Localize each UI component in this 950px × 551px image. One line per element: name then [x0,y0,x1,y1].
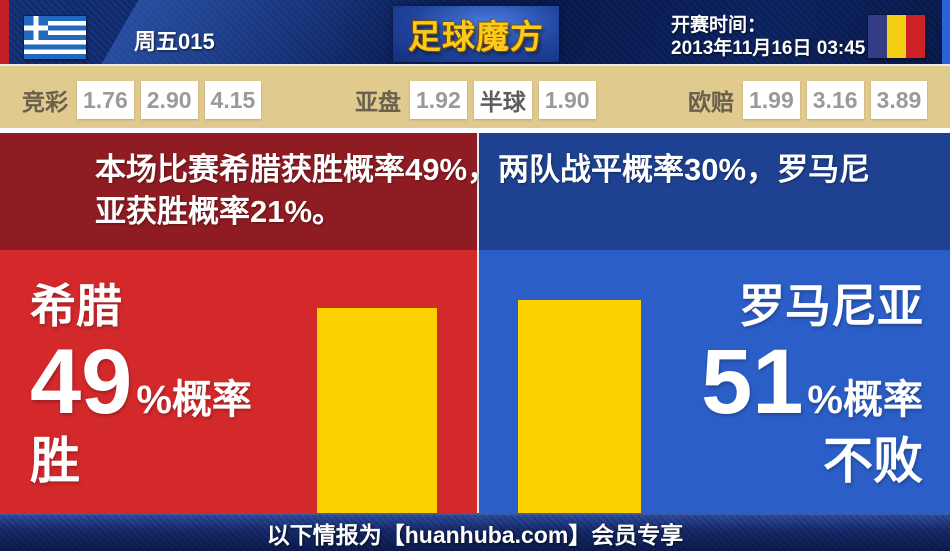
header-bar: 周五015 足球魔方 开赛时间： 2013年11月16日 03:45 [0,0,950,64]
jingcai-home-odds: 1.76 [77,81,134,119]
panel-divider [477,133,479,513]
yapan-handicap: 半球 [473,81,532,119]
site-logo: 足球魔方 [393,6,559,62]
away-team-block: 罗马尼亚 51 %概率 不败 [701,281,923,489]
away-percent-value: 51 [701,331,804,433]
match-number-label: 周五015 [134,29,215,54]
site-logo-text: 足球魔方 [408,18,544,55]
jingcai-away-odds: 4.15 [204,81,262,119]
yapan-home-odds: 1.92 [410,81,467,119]
home-percent-value: 49 [30,331,133,433]
greece-flag-icon [24,16,86,59]
yapan-away-odds: 1.90 [538,81,596,119]
analysis-summary: 本场比赛希腊获胜概率49%，两队战平概率30%，罗马尼亚获胜概率21%。 [95,152,871,229]
away-percent-row: 51 %概率 [701,331,923,433]
kickoff-time-value: 2013年11月16日 03:45 [671,38,866,59]
away-probability-bar [518,300,641,513]
oupei-odds-group: 欧赔 1.99 3.16 3.89 [688,81,934,119]
left-red-edge-stripe [0,0,9,64]
romania-flag-icon [868,15,925,58]
kickoff-time-block: 开赛时间： 2013年11月16日 03:45 [671,14,865,60]
home-team-name: 希腊 [30,280,122,332]
home-percent-row: 49 %概率 [30,331,252,433]
kickoff-time-label: 开赛时间： [671,15,767,36]
away-percent-suffix: %概率 [807,378,923,422]
home-probability-bar [317,308,437,513]
away-outcome-label: 不败 [823,433,923,489]
jingcai-label: 竞彩 [22,89,68,115]
yapan-odds-group: 亚盘 1.92 半球 1.90 [355,81,603,119]
home-percent-suffix: %概率 [136,378,252,422]
oupei-away-odds: 3.89 [870,81,928,119]
jingcai-draw-odds: 2.90 [140,81,198,119]
yapan-label: 亚盘 [355,89,401,115]
oupei-label: 欧赔 [688,89,734,115]
home-outcome-label: 胜 [30,433,80,489]
footer-membership-text: 以下情报为【huanhuba.com】会员专享 [266,522,684,548]
jingcai-odds-group: 竞彩 1.76 2.90 4.15 [22,81,268,119]
prediction-area: 本场比赛希腊获胜概率49%，两队战平概率30%，罗马尼亚获胜概率21%。 希腊 … [0,133,950,513]
away-team-name: 罗马尼亚 [739,280,923,332]
home-team-block: 希腊 49 %概率 胜 [30,281,252,489]
home-team-panel: 希腊 49 %概率 胜 [0,133,477,513]
away-team-panel: 罗马尼亚 51 %概率 不败 [479,133,950,513]
footer-bar: 以下情报为【huanhuba.com】会员专享 [0,513,950,551]
oupei-draw-odds: 3.16 [806,81,864,119]
odds-bar: 竞彩 1.76 2.90 4.15 亚盘 1.92 半球 1.90 欧赔 1.9… [0,64,950,128]
oupei-home-odds: 1.99 [743,81,800,119]
right-blue-edge-stripe [942,0,950,64]
